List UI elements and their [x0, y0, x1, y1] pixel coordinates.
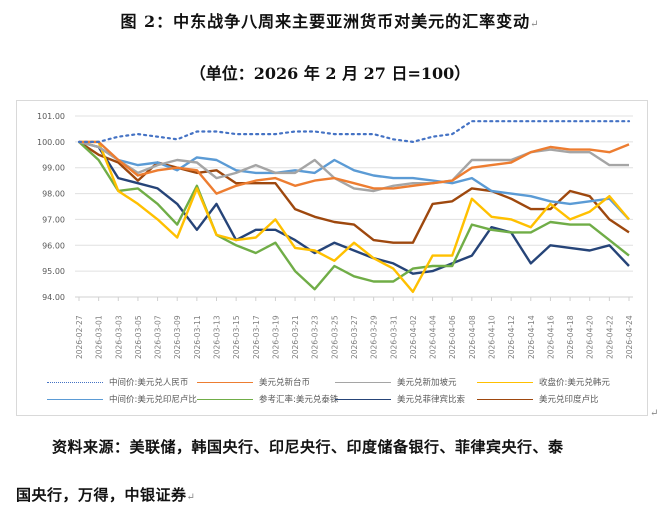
legend-label: 中间价:美元兑人民币 [109, 378, 189, 388]
legend-swatch-icon [477, 398, 533, 400]
y-tick-label: 99.00 [42, 164, 65, 173]
source-note-line-2: 国央行，万得，中银证券↵ [16, 486, 196, 504]
x-tick-label: 2026-04-22 [605, 315, 614, 359]
x-tick-label: 2026-04-12 [507, 315, 516, 359]
line-chart: 94.00 95.00 96.00 97.00 98.00 99.00 100.00 101.… [37, 112, 634, 359]
series-line [79, 140, 630, 294]
x-tick-label: 2026-03-11 [193, 315, 202, 359]
legend-label: 美元兑新台币 [259, 378, 311, 388]
figure-title: 图 2：中东战争八周来主要亚洲货币对美元的汇率变动↵ [120, 12, 540, 31]
x-tick-label: 2026-03-29 [370, 315, 379, 359]
x-tick-label: 2026-03-19 [271, 315, 280, 359]
legend-item: 参考汇率:美元兑泰铢 [197, 392, 338, 406]
y-tick-label: 101.00 [37, 112, 65, 121]
series-line [78, 141, 630, 291]
legend-item: 美元兑新台币 [197, 375, 310, 389]
x-tick-label: 2026-04-04 [429, 315, 438, 359]
legend-label: 中间价:美元兑印尼卢比 [109, 395, 197, 405]
legend-item: 中间价:美元兑人民币 [47, 375, 188, 389]
x-tick-label: 2026-03-13 [213, 315, 222, 359]
x-tick-label: 2026-04-14 [527, 315, 536, 359]
x-tick-label: 2026-02-27 [75, 315, 84, 359]
series-line [78, 140, 630, 275]
legend-swatch-icon [47, 398, 103, 400]
legend-label: 美元兑新加坡元 [397, 378, 457, 388]
x-tick-label: 2026-03-31 [389, 315, 398, 359]
x-tick-label: 2026-03-27 [350, 315, 359, 359]
source-note-line-1: 资料来源：美联储，韩国央行、印尼央行、印度储备银行、菲律宾央行、泰 [52, 438, 564, 456]
x-tick-label: 2026-03-17 [252, 315, 261, 359]
legend-label: 收盘价:美元兑韩元 [539, 378, 610, 388]
legend-swatch-icon [47, 381, 103, 383]
y-tick-label: 98.00 [42, 190, 65, 199]
return-mark: ↵ [530, 19, 540, 30]
legend-swatch-icon [197, 381, 253, 383]
legend-label: 美元兑菲律宾比索 [397, 395, 466, 405]
return-mark: ↵ [650, 408, 659, 419]
x-tick-label: 2026-03-23 [311, 315, 320, 359]
series-line [77, 120, 631, 144]
y-tick-label: 96.00 [42, 241, 65, 250]
x-tick-label: 2026-04-20 [586, 315, 595, 359]
y-tick-label: 100.00 [37, 138, 65, 147]
x-tick-label: 2026-03-21 [291, 315, 300, 359]
chart-area: 94.00 95.00 96.00 97.00 98.00 99.00 100.00 101.… [16, 100, 648, 416]
figure-subtitle: （单位：2026 年 2 月 27 日=100） [189, 64, 471, 83]
legend-swatch-icon [197, 398, 253, 400]
x-tick-label: 2026-04-18 [566, 315, 575, 359]
legend-swatch-icon [335, 398, 391, 400]
x-tick-label: 2026-03-01 [95, 315, 104, 359]
legend-label: 参考汇率:美元兑泰铢 [259, 395, 339, 405]
x-tick-label: 2026-03-09 [173, 315, 182, 359]
x-tick-label: 2026-03-05 [134, 315, 143, 359]
legend-item: 美元兑印度卢比 [477, 392, 599, 406]
legend-item: 收盘价:美元兑韩元 [477, 375, 610, 389]
legend-label: 美元兑印度卢比 [539, 395, 599, 405]
legend-swatch-icon [477, 381, 533, 383]
x-tick-label: 2026-03-15 [232, 315, 241, 359]
x-tick-label: 2026-04-10 [488, 315, 497, 359]
x-tick-label: 2026-04-16 [546, 315, 555, 359]
y-tick-label: 95.00 [42, 267, 65, 276]
y-tick-label: 97.00 [42, 215, 65, 224]
legend-item: 美元兑菲律宾比索 [335, 392, 465, 406]
legend-item: 中间价:美元兑印尼卢比 [47, 392, 197, 406]
legend-swatch-icon [335, 381, 391, 383]
series-line [79, 140, 630, 195]
x-tick-label: 2026-03-07 [154, 315, 163, 359]
series-line [78, 140, 630, 244]
x-tick-label: 2026-04-06 [448, 315, 457, 359]
x-tick-label: 2026-03-25 [330, 315, 339, 359]
x-tick-label: 2026-04-24 [625, 315, 634, 359]
y-tick-label: 94.00 [42, 293, 65, 302]
legend-item: 美元兑新加坡元 [335, 375, 457, 389]
x-tick-label: 2026-04-02 [409, 315, 418, 359]
x-tick-label: 2026-04-08 [468, 315, 477, 359]
x-tick-label: 2026-03-03 [114, 315, 123, 359]
